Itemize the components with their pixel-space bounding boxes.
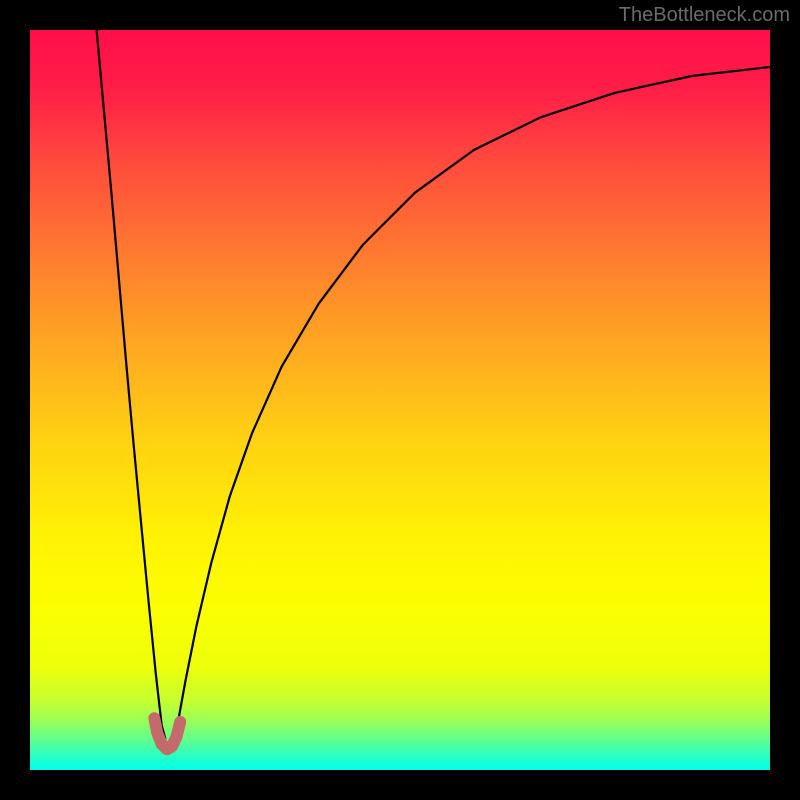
bottleneck-chart: TheBottleneck.com: [0, 0, 800, 800]
plot-gradient-background: [30, 30, 770, 770]
chart-svg: [0, 0, 800, 800]
watermark-text: TheBottleneck.com: [619, 4, 790, 27]
